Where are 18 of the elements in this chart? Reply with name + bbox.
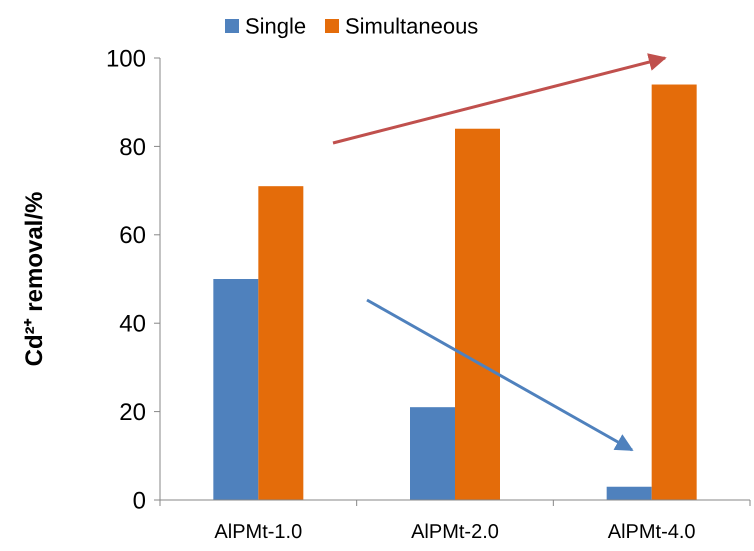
y-tick-label: 20 <box>119 399 146 426</box>
legend-label: Simultaneous <box>345 14 478 39</box>
y-tick-label: 100 <box>106 45 146 72</box>
bar <box>652 84 697 500</box>
bar <box>606 486 652 500</box>
legend-label: Single <box>245 14 306 39</box>
bar <box>410 407 455 500</box>
y-tick-label: 60 <box>119 222 146 250</box>
y-tick-label: 80 <box>119 134 146 161</box>
y-tick-label: 0 <box>132 487 146 514</box>
bar <box>258 186 304 500</box>
y-tick-label: 40 <box>119 310 146 338</box>
y-axis-title: Cd²⁺ removal/% <box>21 192 48 366</box>
bar <box>213 279 258 500</box>
x-tick-label: AlPMt-1.0 <box>214 521 302 543</box>
x-tick-label: AlPMt-4.0 <box>608 521 696 543</box>
x-tick-label: AlPMt-2.0 <box>411 521 499 543</box>
bar <box>455 128 500 500</box>
